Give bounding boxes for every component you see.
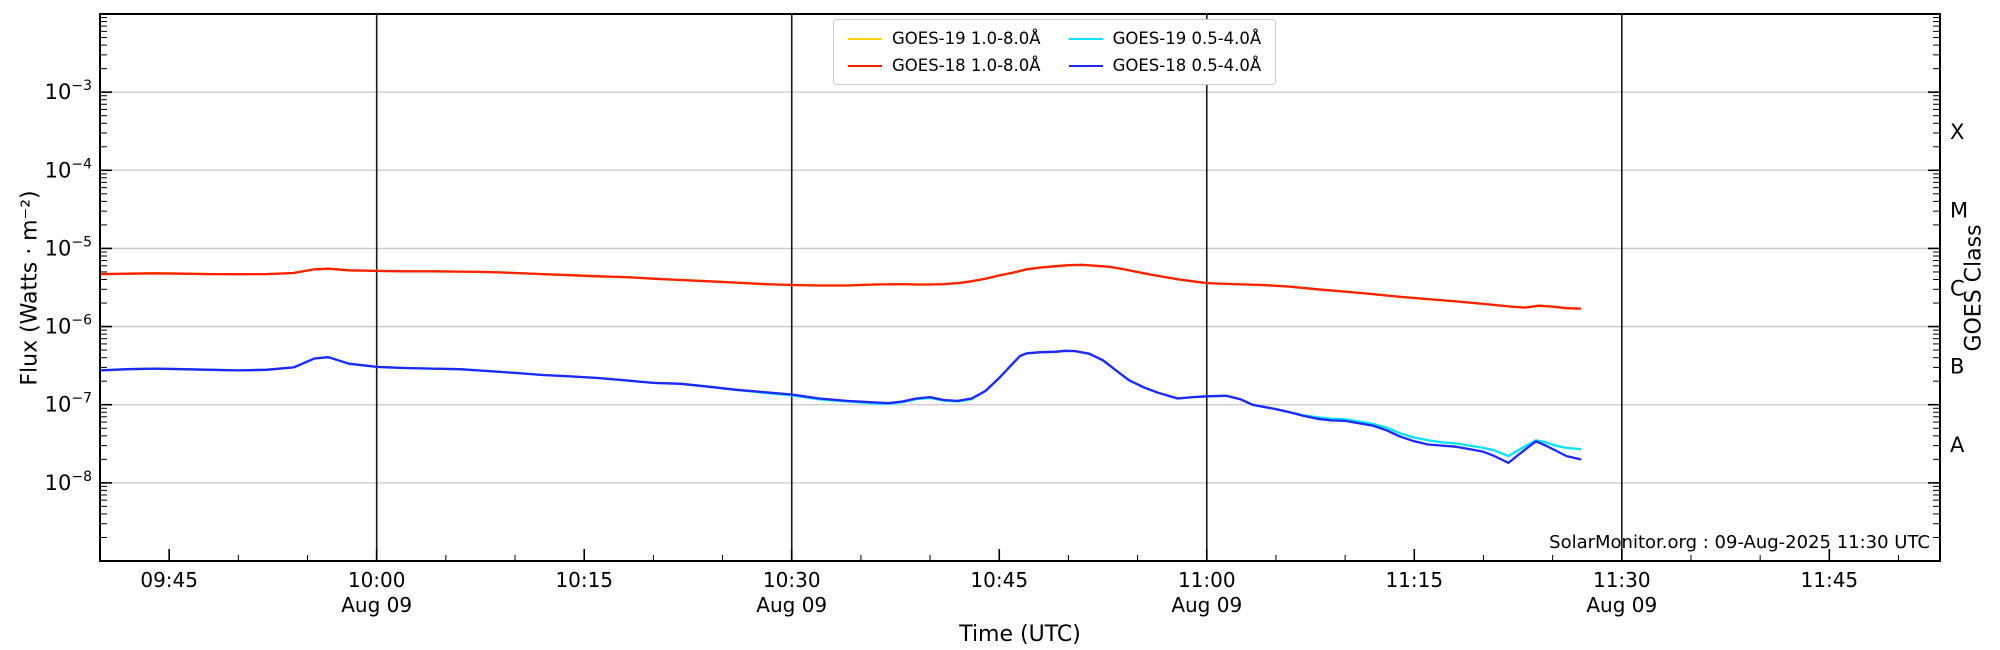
x-tick-sublabel: Aug 09 [756,593,827,617]
legend-label: GOES-18 1.0-8.0Å [892,56,1041,75]
y-tick-label: 10−6 [45,313,92,339]
legend-line-sample-goes19-short-icon [1068,37,1103,40]
solarmonitor-watermark: SolarMonitor.org : 09-Aug-2025 11:30 UTC [1549,532,1930,553]
legend-line-sample-goes18-long-icon [848,64,882,67]
goes-class-letter-m: M [1950,198,1968,222]
goes-class-letter-x: X [1950,120,1964,144]
y-tick-label: 10−7 [45,391,92,417]
x-tick-label: 10:45 [970,568,1028,592]
x-axis-label-time: Time (UTC) [959,622,1081,647]
x-tick-sublabel: Aug 09 [1171,593,1242,617]
goes-class-letter-b: B [1950,355,1964,379]
x-tick-label: 11:45 [1801,568,1859,592]
x-tick-label: 11:15 [1385,568,1443,592]
plot-frame [99,13,1941,562]
y-tick-label: 10−8 [45,469,92,495]
y-tick-label: 10−3 [45,78,92,104]
legend-label: GOES-19 0.5-4.0Å [1112,29,1262,48]
legend-entry-goes19-long: GOES-19 1.0-8.0Å [848,29,1041,48]
x-tick-label: 10:00 [348,568,406,592]
x-tick-label: 10:30 [763,568,821,592]
x-tick-label: 09:45 [140,568,198,592]
x-tick-sublabel: Aug 09 [341,593,412,617]
legend-entry-goes18-long: GOES-18 1.0-8.0Å [848,56,1041,75]
x-tick-label: 11:00 [1178,568,1236,592]
series-goes-18-1-0-8-0- [98,263,1582,310]
y-axis-label-goes-class: GOES Class [1961,224,1987,352]
x-tick-label: 11:30 [1593,568,1651,592]
y-tick-label: 10−4 [45,156,92,182]
goes-class-letter-a: A [1950,433,1965,457]
y-axis-label-flux: Flux (Watts · m⁻²) [17,190,43,386]
x-tick-sublabel: Aug 09 [1586,593,1657,617]
series-goes-18-0-5-4-0- [98,349,1582,465]
legend-line-sample-goes19-long-icon [848,37,882,40]
legend-entry-goes19-short: GOES-19 0.5-4.0Å [1068,29,1262,48]
legend-entry-goes18-short: GOES-18 0.5-4.0Å [1068,56,1262,75]
legend: GOES-19 1.0-8.0Å GOES-18 1.0-8.0Å GOES-1… [833,19,1277,85]
legend-label: GOES-18 0.5-4.0Å [1112,56,1262,75]
y-tick-label: 10−5 [45,234,92,260]
legend-line-sample-goes18-short-icon [1068,64,1103,67]
goes-class-letter-c: C [1950,277,1965,301]
x-tick-label: 10:15 [555,568,613,592]
legend-label: GOES-19 1.0-8.0Å [892,29,1041,48]
